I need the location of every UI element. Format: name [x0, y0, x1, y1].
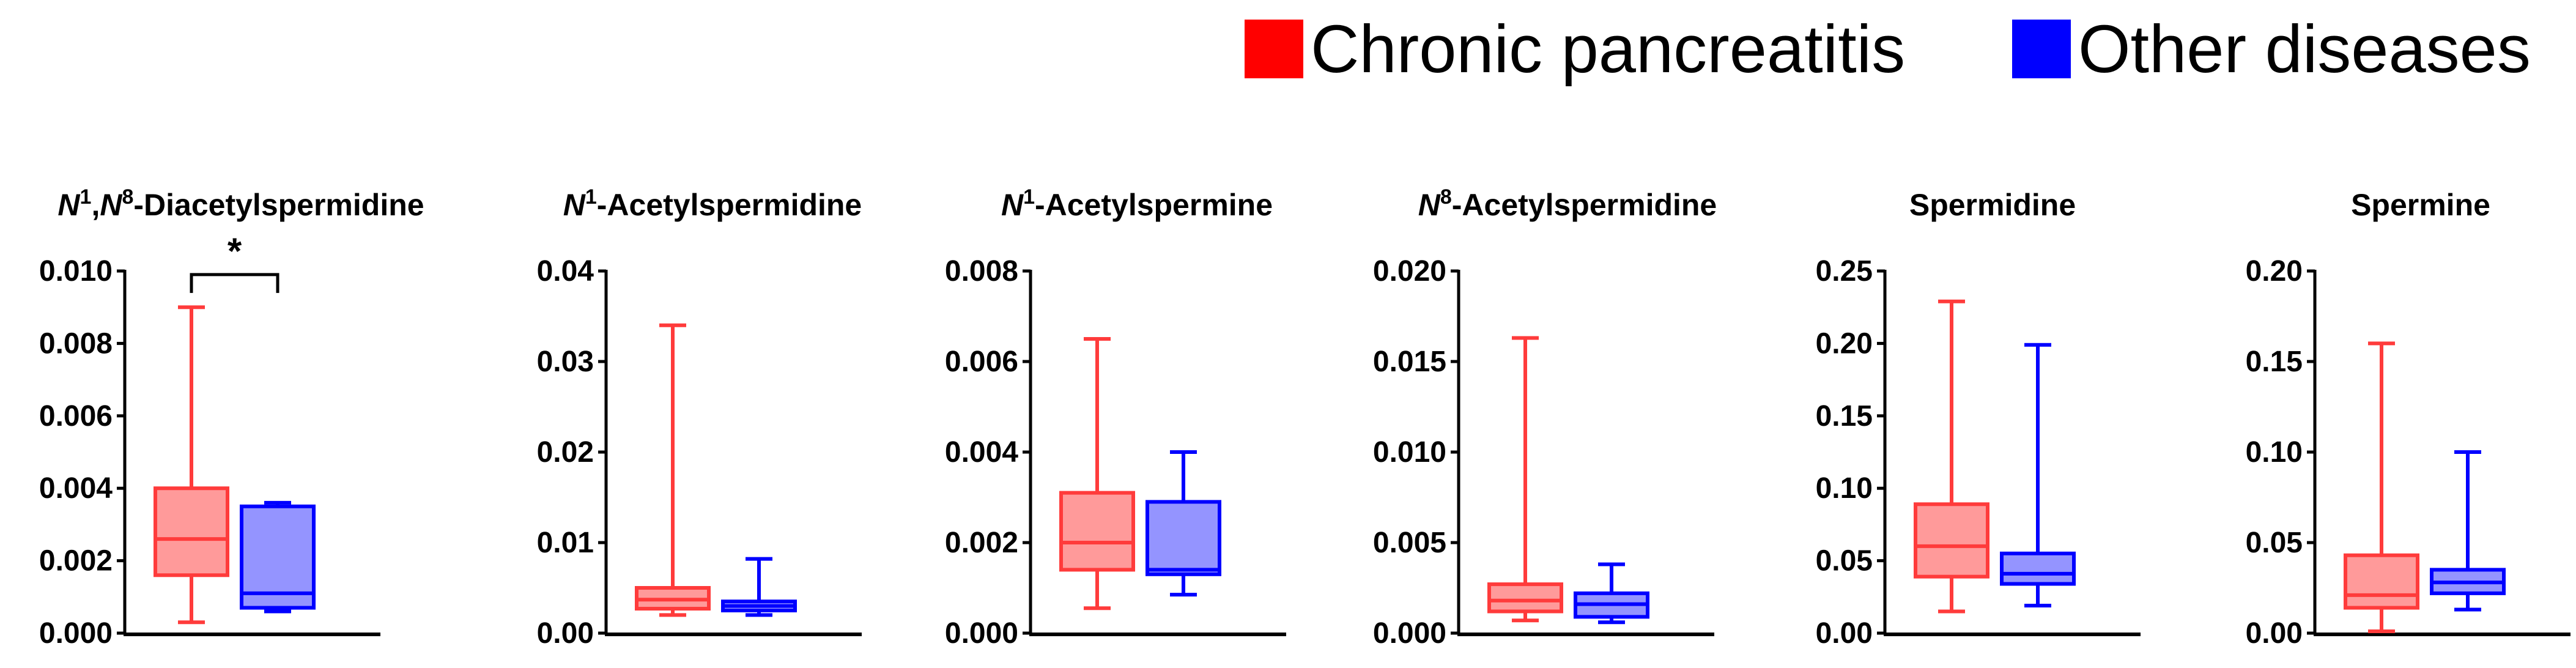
y-tick-label: 0.00 [1816, 617, 1873, 650]
title-italic: N [1418, 188, 1441, 222]
box-other-diseases [1574, 562, 1649, 625]
box-iqr [240, 504, 316, 610]
title-superscript: 8 [1440, 185, 1452, 209]
panel-title: N1-Acetylspermine [1001, 185, 1273, 222]
legend: Chronic pancreatitis Other diseases [1245, 12, 2531, 87]
box-iqr [2000, 551, 2076, 586]
title-text: -Acetylspermidine [1452, 188, 1717, 222]
box-other-diseases [721, 557, 797, 617]
panels: N1,N8-Diacetylspermidine0.0000.0020.0040… [39, 185, 2570, 650]
y-tick-label: 0.01 [537, 527, 594, 559]
y-tick-label: 0.03 [537, 346, 594, 378]
y-tick-label: 0.15 [1816, 400, 1873, 432]
y-tick-label: 0.02 [537, 436, 594, 469]
box-chronic-pancreatitis [2344, 341, 2419, 634]
box-other-diseases [2430, 450, 2506, 612]
panel-2: N1-Acetylspermidine 0.00 0.01 0.02 0.03 0.04 [537, 185, 862, 650]
y-tick-label: 0.000 [945, 617, 1018, 650]
box-iqr [1059, 491, 1135, 572]
title-superscript: 8 [122, 185, 133, 209]
y-tick-label: 0.004 [39, 472, 113, 505]
y-tick-label: 0.10 [2246, 436, 2303, 469]
y-tick-label: 0.005 [1373, 527, 1446, 559]
panel-title: N1-Acetylspermidine [563, 185, 862, 222]
y-tick-label: 0.04 [537, 255, 594, 288]
significance-star: * [228, 231, 242, 272]
title-superscript: 1 [80, 185, 92, 209]
panel-5: Spermidine 0.00 0.05 0.10 0.15 0.20 0.25 [1816, 188, 2141, 650]
y-tick-label: 0.10 [1816, 472, 1873, 505]
title-italic: N [100, 188, 122, 222]
title-superscript: 1 [585, 185, 597, 209]
title-text: -Diacetylspermidine [133, 188, 424, 222]
title-italic: N [57, 188, 80, 222]
y-tick-label: 0.008 [39, 327, 113, 360]
y-tick-label: 0.000 [1373, 617, 1446, 650]
box-iqr [2344, 553, 2419, 610]
y-tick-label: 0.004 [945, 436, 1018, 469]
box-iqr [1914, 502, 1989, 579]
legend-label-chronic-pancreatitis: Chronic pancreatitis [1311, 12, 1905, 87]
significance-bracket [190, 273, 279, 293]
panel-title: Spermine [2351, 188, 2490, 222]
box-iqr [1487, 582, 1563, 614]
y-tick-label: 0.05 [2246, 527, 2303, 559]
title-italic: N [1001, 188, 1024, 222]
panel-title: Spermidine [1909, 188, 2076, 222]
box-other-diseases [240, 500, 316, 614]
box-chronic-pancreatitis [635, 323, 711, 617]
y-tick-label: 0.00 [537, 617, 594, 650]
y-tick-label: 0.05 [1816, 545, 1873, 577]
y-tick-label: 0.002 [945, 527, 1018, 559]
panel-4: N8-Acetylspermidine 0.000 0.005 0.010 0.015 0… [1373, 185, 1717, 650]
panel-3: N1-Acetylspermine 0.000 0.002 0.004 0.006 0.0… [945, 185, 1286, 650]
title-text: Spermine [2351, 188, 2490, 222]
legend-swatch-other-diseases [2012, 20, 2071, 78]
y-tick-label: 0.008 [945, 255, 1018, 288]
y-tick-label: 0.006 [39, 400, 113, 432]
panel-6: Spermine 0.00 0.05 0.10 0.15 0.20 [2246, 188, 2570, 650]
title-superscript: 1 [1023, 185, 1035, 209]
y-tick-label: 0.00 [2246, 617, 2303, 650]
box-other-diseases [2000, 343, 2076, 608]
y-tick-label: 0.020 [1373, 255, 1446, 288]
box-other-diseases [1146, 450, 1221, 597]
box-chronic-pancreatitis [1059, 337, 1135, 610]
y-tick-label: 0.010 [39, 255, 113, 288]
y-tick-label: 0.002 [39, 545, 113, 577]
panel-title: N8-Acetylspermidine [1418, 185, 1717, 222]
legend-swatch-chronic-pancreatitis [1245, 20, 1303, 78]
y-tick-label: 0.20 [1816, 327, 1873, 360]
box-chronic-pancreatitis [1487, 336, 1563, 623]
legend-label-other-diseases: Other diseases [2078, 12, 2531, 87]
title-text: -Acetylspermidine [597, 188, 862, 222]
box-iqr [1146, 500, 1221, 576]
y-tick-label: 0.006 [945, 346, 1018, 378]
title-italic: N [563, 188, 586, 222]
panel-title: N1,N8-Diacetylspermidine [57, 185, 424, 222]
panel-1: N1,N8-Diacetylspermidine0.0000.0020.0040… [39, 185, 424, 650]
box-chronic-pancreatitis [1914, 299, 1989, 614]
y-tick-label: 0.20 [2246, 255, 2303, 288]
y-tick-label: 0.25 [1816, 255, 1873, 288]
y-tick-label: 0.15 [2246, 346, 2303, 378]
y-tick-label: 0.015 [1373, 346, 1446, 378]
box-chronic-pancreatitis [154, 305, 229, 625]
y-tick-label: 0.000 [39, 617, 113, 650]
y-tick-label: 0.010 [1373, 436, 1446, 469]
title-text: -Acetylspermine [1035, 188, 1273, 222]
title-text: Spermidine [1909, 188, 2076, 222]
box-iqr [154, 486, 229, 577]
title-separator: , [91, 188, 100, 222]
